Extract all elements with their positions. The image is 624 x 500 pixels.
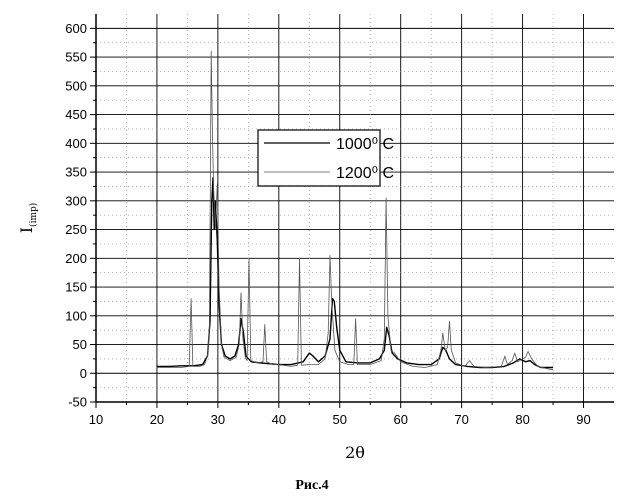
x-axis-label: 2θ <box>345 443 365 462</box>
y-tick-label: 250 <box>65 222 87 237</box>
y-tick-label: 50 <box>73 337 87 352</box>
x-tick-label: 30 <box>211 412 225 427</box>
y-tick-label: 500 <box>65 78 87 93</box>
y-axis-label: I(imp) <box>17 203 39 234</box>
x-tick-label: 70 <box>454 412 468 427</box>
y-tick-label: 100 <box>65 308 87 323</box>
y-tick-label: -50 <box>68 395 87 410</box>
y-tick-label: 600 <box>65 21 87 36</box>
x-tick-label: 90 <box>576 412 590 427</box>
legend: 1000⁰ C 1200⁰ C <box>258 130 394 186</box>
y-tick-label: 150 <box>65 280 87 295</box>
x-tick-label: 80 <box>515 412 529 427</box>
y-axis-label-sub: (imp) <box>28 203 39 227</box>
x-tick-label: 50 <box>333 412 347 427</box>
y-tick-label: 0 <box>80 366 87 381</box>
y-tick-label: 550 <box>65 50 87 65</box>
figure-caption: Рис.4 <box>0 478 624 494</box>
legend-label-1000: 1000⁰ C <box>336 136 394 153</box>
y-tick-label: 350 <box>65 165 87 180</box>
axes <box>90 14 614 408</box>
y-tick-label: 200 <box>65 251 87 266</box>
series-line-1200 <box>157 51 553 369</box>
x-tick-labels: 10 20 30 40 50 60 70 80 90 <box>89 412 591 427</box>
legend-label-1200: 1200⁰ C <box>336 165 394 182</box>
x-tick-label: 20 <box>150 412 164 427</box>
x-tick-label: 40 <box>272 412 286 427</box>
y-tick-label: 400 <box>65 136 87 151</box>
x-tick-label: 60 <box>393 412 407 427</box>
y-tick-label: 300 <box>65 193 87 208</box>
x-tick-label: 10 <box>89 412 103 427</box>
series-lines <box>157 51 553 369</box>
y-tick-label: 450 <box>65 107 87 122</box>
y-tick-labels: -50 0 50 100 150 200 250 300 350 400 450 500 550 600 <box>65 21 87 410</box>
